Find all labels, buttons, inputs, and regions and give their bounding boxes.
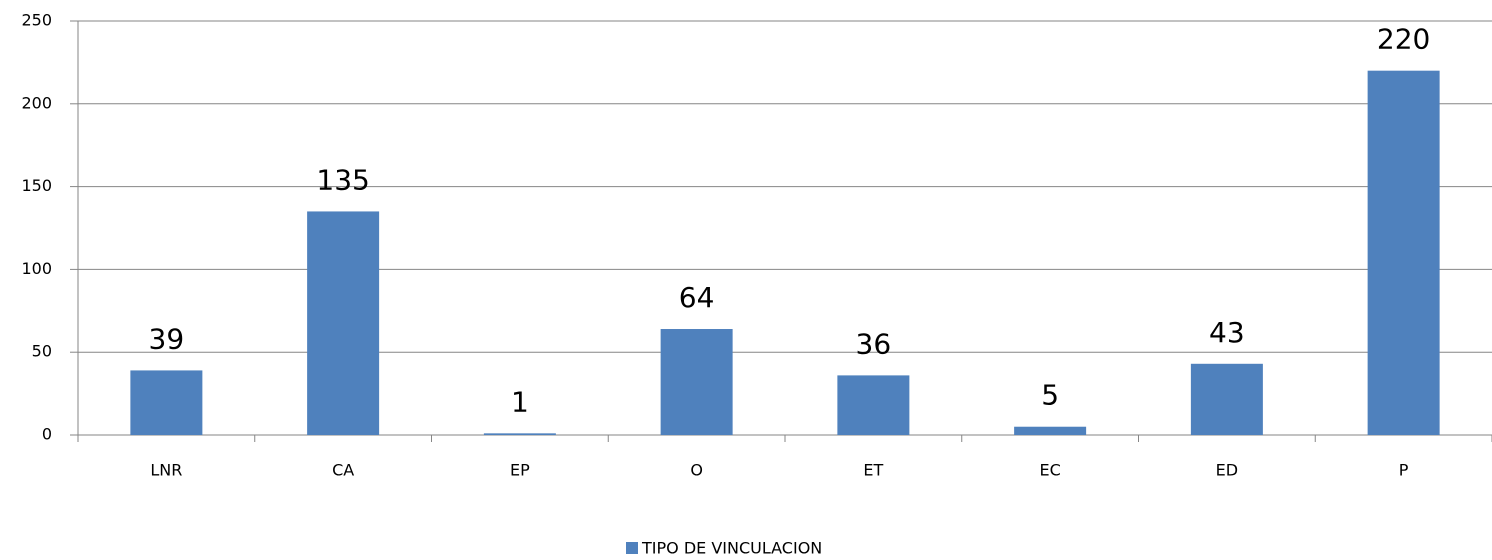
x-tick-label: EC xyxy=(1039,461,1060,480)
bar xyxy=(837,375,910,435)
x-tick-label: CA xyxy=(332,461,354,480)
x-tick-label: EP xyxy=(510,461,530,480)
bar xyxy=(1190,363,1263,435)
bar xyxy=(1014,426,1087,435)
y-tick-label: 0 xyxy=(42,425,52,444)
data-label: 1 xyxy=(511,385,529,418)
data-label: 39 xyxy=(149,322,185,355)
bar xyxy=(1367,70,1440,436)
x-tick-label: ET xyxy=(863,461,883,480)
bar xyxy=(130,370,203,435)
bar xyxy=(660,329,733,435)
x-tick-label: O xyxy=(690,461,703,480)
x-tick-label: P xyxy=(1399,461,1409,480)
bar xyxy=(483,433,556,435)
bar xyxy=(307,211,380,435)
data-label: 5 xyxy=(1041,379,1059,412)
y-tick-label: 250 xyxy=(21,11,52,30)
data-label: 36 xyxy=(856,327,892,360)
y-tick-label: 100 xyxy=(21,259,52,278)
legend-label: TIPO DE VINCULACION xyxy=(641,539,822,558)
data-label: 220 xyxy=(1377,23,1430,56)
legend-swatch xyxy=(626,542,638,554)
data-label: 64 xyxy=(679,281,715,314)
y-tick-label: 200 xyxy=(21,93,52,112)
x-tick-label: ED xyxy=(1216,461,1238,480)
y-tick-label: 50 xyxy=(32,342,52,361)
data-label: 135 xyxy=(316,163,369,196)
x-tick-label: LNR xyxy=(150,461,182,480)
data-label: 43 xyxy=(1209,316,1245,349)
y-tick-label: 150 xyxy=(21,176,52,195)
